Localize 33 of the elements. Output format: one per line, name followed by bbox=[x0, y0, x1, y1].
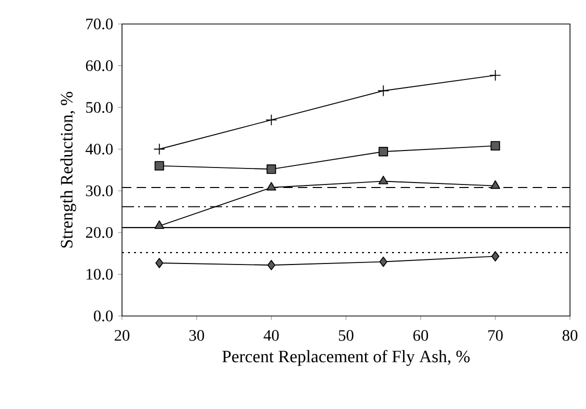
x-tick-label: 40 bbox=[264, 330, 279, 341]
point bbox=[266, 182, 276, 191]
x-tick-label: 50 bbox=[338, 330, 354, 341]
x-tick-label: 20 bbox=[114, 330, 130, 341]
point bbox=[154, 143, 166, 155]
y-tick-label: 50.0 bbox=[86, 102, 113, 113]
x-tick-label: 60 bbox=[413, 330, 428, 341]
y-axis-title: Strength Reduction, % bbox=[60, 92, 76, 248]
point bbox=[378, 176, 388, 184]
y-tick-label: 40.0 bbox=[86, 144, 113, 155]
x-tick-label: 30 bbox=[189, 330, 204, 341]
point bbox=[490, 180, 500, 189]
x-axis-title: Percent Replacement of Fly Ash, % bbox=[222, 350, 470, 366]
y-tick-label: 10.0 bbox=[86, 268, 113, 280]
point bbox=[379, 256, 388, 267]
point bbox=[154, 161, 164, 171]
x-tick-label: 70 bbox=[488, 330, 503, 341]
point bbox=[266, 114, 278, 126]
y-tick-label: 0.0 bbox=[94, 310, 113, 322]
point bbox=[490, 141, 500, 151]
y-tick-label: 20.0 bbox=[86, 227, 113, 238]
point bbox=[267, 260, 276, 270]
point bbox=[378, 146, 388, 156]
y-tick-label: 30.0 bbox=[86, 185, 113, 196]
y-tick-label: 60.0 bbox=[86, 60, 113, 72]
point bbox=[154, 220, 164, 229]
point bbox=[155, 258, 164, 268]
x-tick-label: 80 bbox=[562, 330, 578, 341]
point bbox=[378, 84, 390, 97]
point bbox=[490, 70, 502, 82]
point bbox=[266, 164, 276, 174]
y-tick-label: 70.0 bbox=[86, 18, 113, 30]
point bbox=[491, 251, 500, 262]
